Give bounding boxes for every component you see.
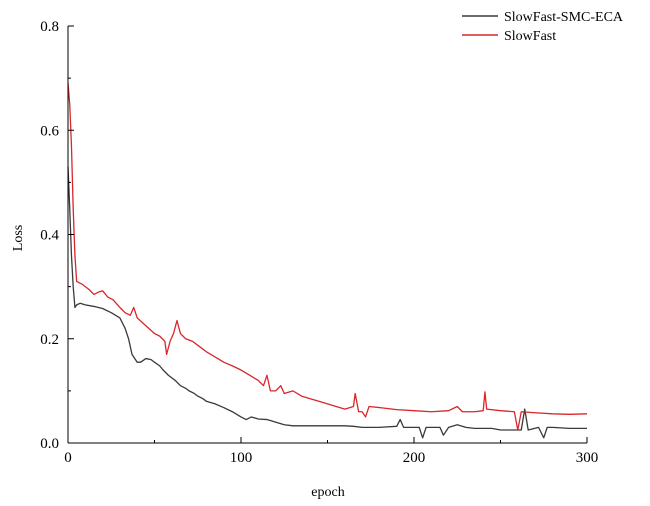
- x-tick-label: 200: [403, 450, 426, 466]
- legend: SlowFast-SMC-ECA SlowFast: [462, 10, 624, 44]
- legend-label-slowfast: SlowFast: [504, 29, 556, 44]
- x-axis-label: epoch: [311, 485, 344, 500]
- x-tick-label: 100: [230, 450, 253, 466]
- y-axis-label: Loss: [11, 225, 26, 251]
- y-tick-label: 0.2: [40, 332, 59, 348]
- x-tick-label: 300: [576, 450, 599, 466]
- legend-label-slowfast-smc-eca: SlowFast-SMC-ECA: [504, 10, 624, 25]
- plot-series: [67, 83, 588, 439]
- y-tick-label: 0.0: [40, 436, 59, 452]
- series-line-slowfast-smc-eca: [67, 166, 587, 439]
- y-tick-label: 0.4: [40, 228, 59, 244]
- y-axis: 0.0 0.2 0.4 0.6 0.8: [40, 19, 74, 452]
- y-tick-label: 0.6: [40, 123, 59, 139]
- y-tick-label: 0.8: [40, 19, 59, 35]
- x-tick-label: 0: [64, 450, 72, 466]
- x-axis: 0 100 200 300: [64, 437, 598, 466]
- series-line-slowfast: [67, 83, 588, 431]
